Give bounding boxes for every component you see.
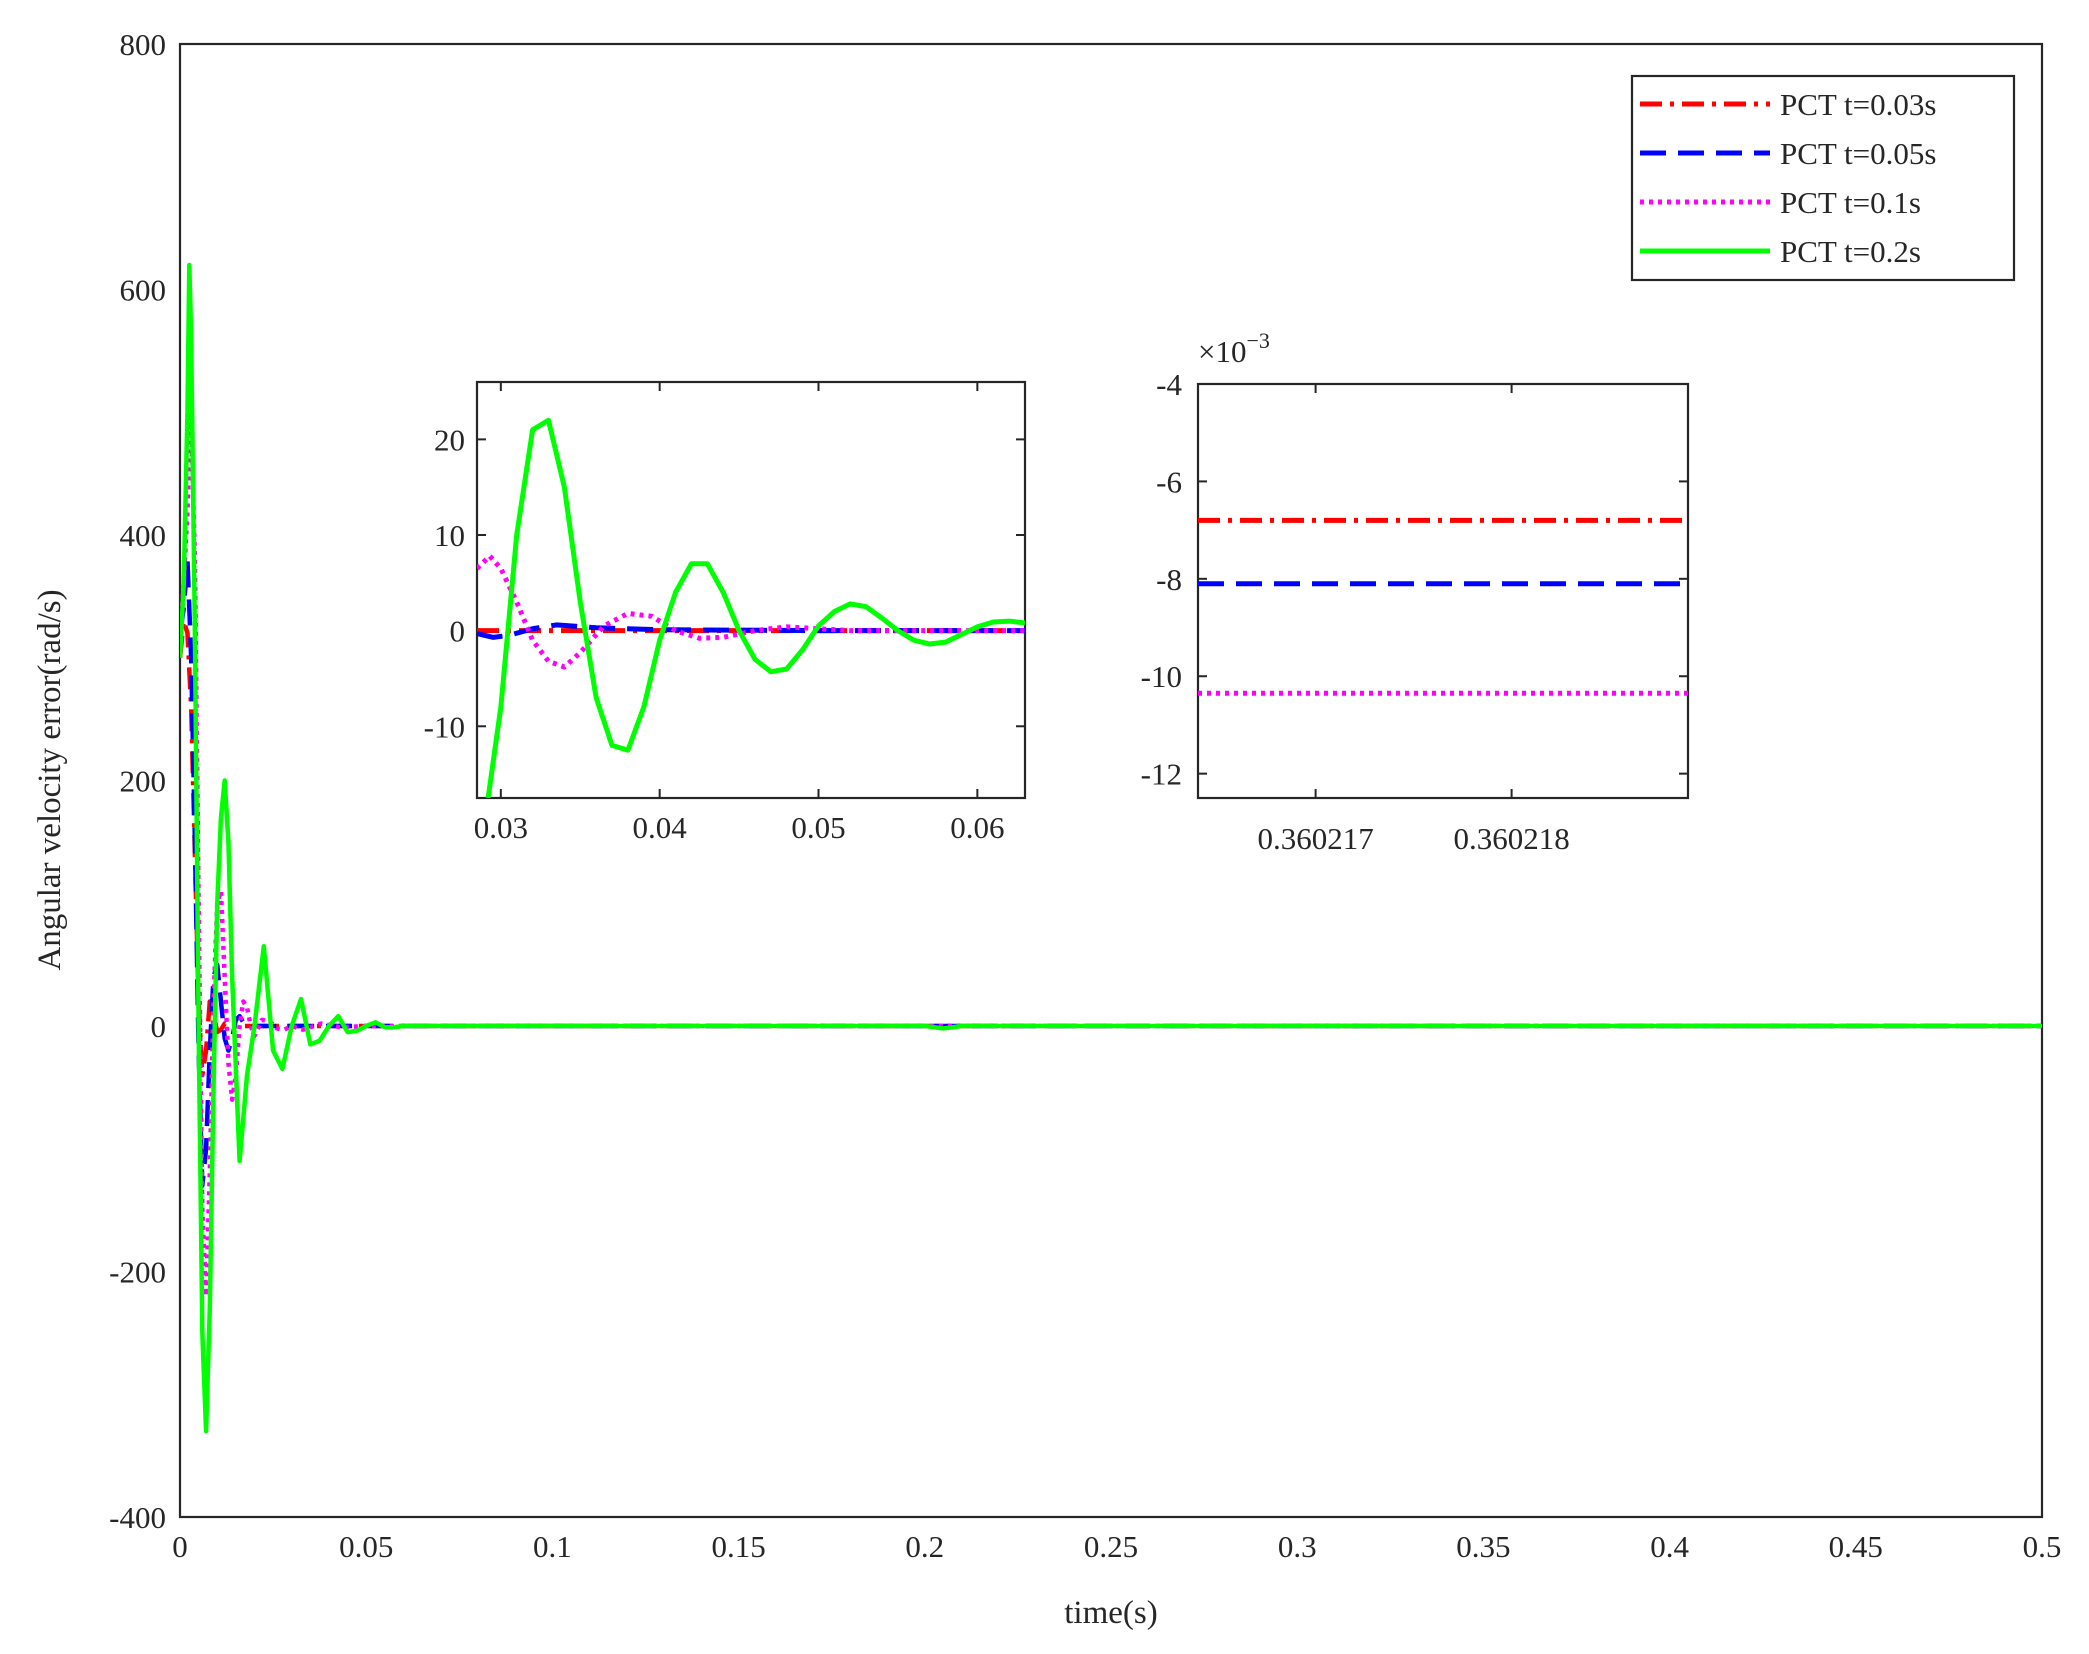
- inset2-ytick-label: -4: [1156, 367, 1182, 402]
- main-ytick-label: -200: [109, 1255, 166, 1290]
- main-xtick-label: 0.4: [1650, 1529, 1689, 1564]
- main-xtick-label: 0.1: [533, 1529, 572, 1564]
- main-xtick-label: 0.45: [1829, 1529, 1883, 1564]
- inset1-xtick-label: 0.06: [950, 810, 1004, 845]
- inset1-xtick-label: 0.05: [791, 810, 845, 845]
- inset1-plot-frame: [475, 380, 1027, 800]
- main-series-lines: [180, 262, 2042, 1434]
- legend-label-3: PCT t=0.1s: [1780, 185, 1921, 220]
- legend-label-2: PCT t=0.05s: [1780, 136, 1936, 171]
- main-tick-labels: 0 0.05 0.1 0.15 0.2 0.25 0.3 0.35 0.4 0.45 0.5-400…: [109, 27, 2061, 1564]
- main-ytick-label: 400: [120, 518, 167, 553]
- inset1-series-line-3: [477, 553, 1025, 670]
- main-xtick-label: 0: [172, 1529, 188, 1564]
- inset2-exponent-base: ×10: [1198, 334, 1246, 369]
- inset2-xtick-label: 0.360218: [1453, 821, 1569, 856]
- inset1-ytick-label: 20: [434, 422, 465, 457]
- main-xtick-label: 0.35: [1456, 1529, 1510, 1564]
- inset2-ytick-label: -10: [1141, 659, 1182, 694]
- y-axis-label: Angular velocity error(rad/s): [32, 589, 68, 970]
- main-xtick-label: 0.05: [339, 1529, 393, 1564]
- inset-zoom-late: 0.360217 0.360218 -12 -10 -8 -6 -4 ×10−3: [1141, 328, 1690, 856]
- inset2-ytick-label: -8: [1156, 562, 1182, 597]
- main-series-line-4: [180, 262, 2042, 1434]
- main-xtick-label: 0.5: [2023, 1529, 2062, 1564]
- inset2-ticks: [1198, 383, 1688, 798]
- inset-zoom-early: 0.03 0.04 0.05 0.06 -10 0 10 20: [424, 380, 1027, 845]
- main-ytick-label: 600: [120, 273, 167, 308]
- main-xtick-label: 0.2: [905, 1529, 944, 1564]
- inset2-plot-frame: [1196, 382, 1690, 800]
- legend-label-4: PCT t=0.2s: [1780, 234, 1921, 269]
- inset1-ytick-label: -10: [424, 709, 465, 744]
- main-series-line-3: [180, 410, 2042, 1299]
- inset1-xtick-label: 0.04: [633, 810, 688, 845]
- inset2-series-lines: [1198, 517, 1688, 696]
- main-ytick-label: 200: [120, 764, 167, 799]
- inset1-tick-labels: 0.03 0.04 0.05 0.06 -10 0 10 20: [424, 422, 1005, 845]
- inset1-xtick-label: 0.03: [474, 810, 528, 845]
- inset1-series-lines: [477, 417, 1025, 798]
- inset1-series-line-4: [485, 417, 1025, 798]
- inset2-exponent-power: −3: [1246, 328, 1269, 353]
- main-ytick-label: 0: [151, 1009, 167, 1044]
- main-ytick-label: 800: [120, 27, 167, 62]
- inset2-tick-labels: 0.360217 0.360218 -12 -10 -8 -6 -4: [1141, 367, 1570, 856]
- inset2-exponent-label: ×10−3: [1198, 328, 1270, 369]
- main-xtick-label: 0.25: [1084, 1529, 1138, 1564]
- inset2-ytick-label: -6: [1156, 464, 1182, 499]
- inset1-ticks: [477, 382, 1025, 798]
- x-axis-label: time(s): [1064, 1595, 1157, 1631]
- inset1-ytick-label: 0: [450, 614, 466, 649]
- legend-box: [1630, 74, 2016, 282]
- legend-label-1: PCT t=0.03s: [1780, 87, 1936, 122]
- inset2-ytick-label: -12: [1141, 757, 1182, 792]
- legend: PCT t=0.03s PCT t=0.05s PCT t=0.1s PCT t=0.…: [1630, 74, 2016, 282]
- inset1-ytick-label: 10: [434, 518, 465, 553]
- inset1-series-line-2: [477, 622, 1025, 640]
- main-xtick-label: 0.15: [711, 1529, 765, 1564]
- main-ytick-label: -400: [109, 1500, 166, 1535]
- inset2-xtick-label: 0.360217: [1257, 821, 1373, 856]
- main-xtick-label: 0.3: [1278, 1529, 1317, 1564]
